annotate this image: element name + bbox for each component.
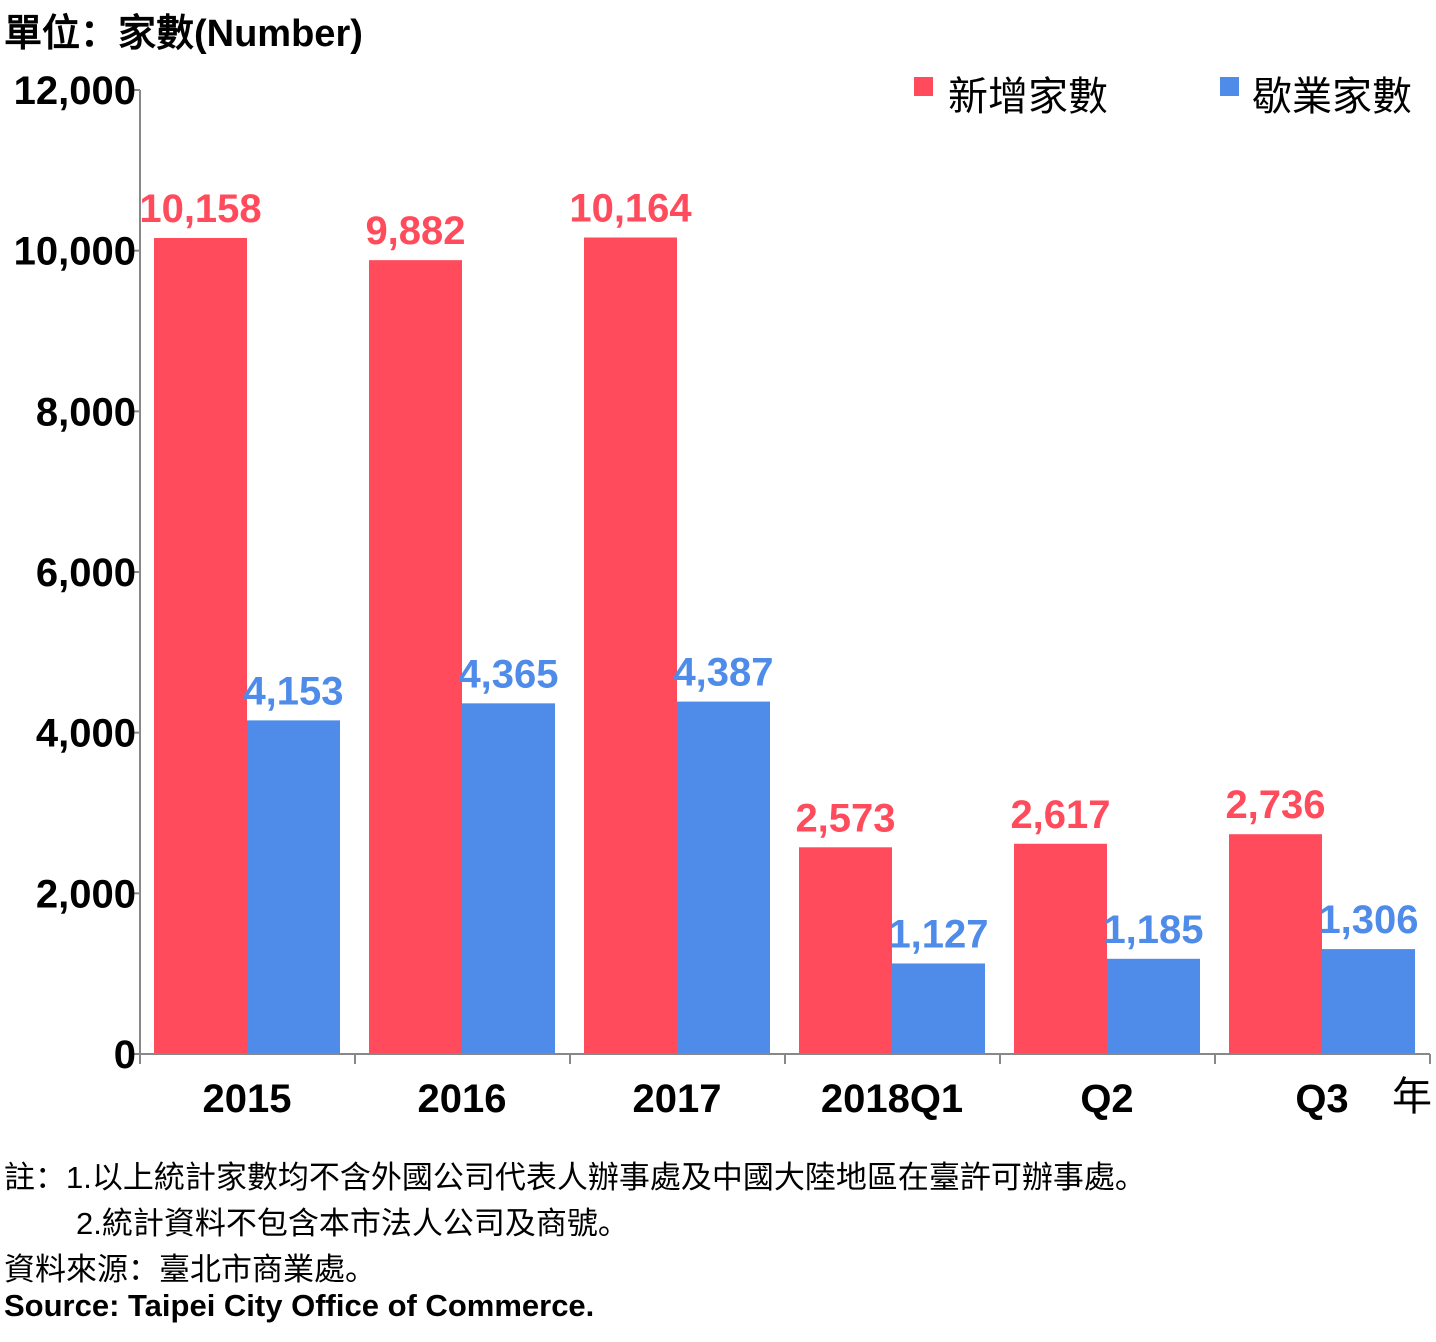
data-label-closed-Q2: 1,185: [1103, 908, 1203, 952]
bar-new-2017: [584, 237, 677, 1054]
bar-closed-Q3: [1322, 949, 1415, 1054]
bar-new-Q2: [1014, 843, 1107, 1054]
legend-label-closed: 歇業家數: [1252, 75, 1412, 119]
y-tick-label: 10,000: [14, 230, 136, 274]
data-label-new-2015: 10,158: [139, 187, 261, 231]
legend-label-new: 新增家數: [948, 75, 1108, 119]
x-tick-label-2018Q1: 2018Q1: [821, 1077, 963, 1121]
bar-closed-2017: [677, 701, 770, 1054]
data-label-closed-2018Q1: 1,127: [888, 912, 988, 956]
y-tick-label: 0: [114, 1033, 136, 1077]
source-en: Source: Taipei City Office of Commerce.: [4, 1288, 595, 1323]
data-label-new-2016: 9,882: [365, 209, 465, 253]
x-axis-label: 年: [1392, 1075, 1432, 1119]
unit-label: 單位：家數(Number): [4, 13, 363, 55]
x-tick-label-Q3: Q3: [1295, 1077, 1348, 1121]
bar-closed-2015: [247, 720, 340, 1054]
legend-swatch-closed: [1220, 77, 1239, 96]
data-label-new-2017: 10,164: [569, 186, 692, 230]
source-zh: 資料來源：臺北市商業處。: [4, 1252, 376, 1287]
bar-closed-Q2: [1107, 958, 1200, 1054]
legend-swatch-new: [914, 77, 933, 96]
data-label-closed-2015: 4,153: [243, 669, 343, 713]
y-tick-label: 8,000: [36, 390, 136, 434]
data-label-closed-Q3: 1,306: [1318, 898, 1418, 942]
footnote-1: 註：1.以上統計家數均不含外國公司代表人辦事處及中國大陸地區在臺許可辦事處。: [4, 1160, 1146, 1195]
data-label-closed-2017: 4,387: [673, 651, 773, 695]
x-tick-label-2017: 2017: [633, 1077, 722, 1121]
bar-closed-2016: [462, 703, 555, 1054]
bar-new-Q3: [1229, 834, 1322, 1054]
x-tick-label-2015: 2015: [203, 1077, 292, 1121]
data-label-new-2018Q1: 2,573: [795, 796, 895, 840]
y-tick-label: 4,000: [36, 712, 136, 756]
data-label-closed-2016: 4,365: [458, 652, 558, 696]
x-tick-label-2016: 2016: [418, 1077, 507, 1121]
y-tick-label: 6,000: [36, 551, 136, 595]
y-tick-label: 2,000: [36, 872, 136, 916]
bar-new-2015: [154, 237, 247, 1054]
data-label-new-Q3: 2,736: [1225, 783, 1325, 827]
bar-closed-2018Q1: [892, 963, 985, 1054]
bar-new-2016: [369, 260, 462, 1054]
bar-chart: 10,158 9,882 10,164 2,573 2,617 2,736 4,153 4,3…: [14, 69, 1432, 1121]
data-label-new-Q2: 2,617: [1010, 793, 1110, 837]
footnote-2: 2.統計資料不包含本市法人公司及商號。: [76, 1206, 629, 1241]
bar-new-2018Q1: [799, 847, 892, 1054]
y-tick-label: 12,000: [14, 69, 136, 113]
x-tick-label-Q2: Q2: [1080, 1077, 1133, 1121]
